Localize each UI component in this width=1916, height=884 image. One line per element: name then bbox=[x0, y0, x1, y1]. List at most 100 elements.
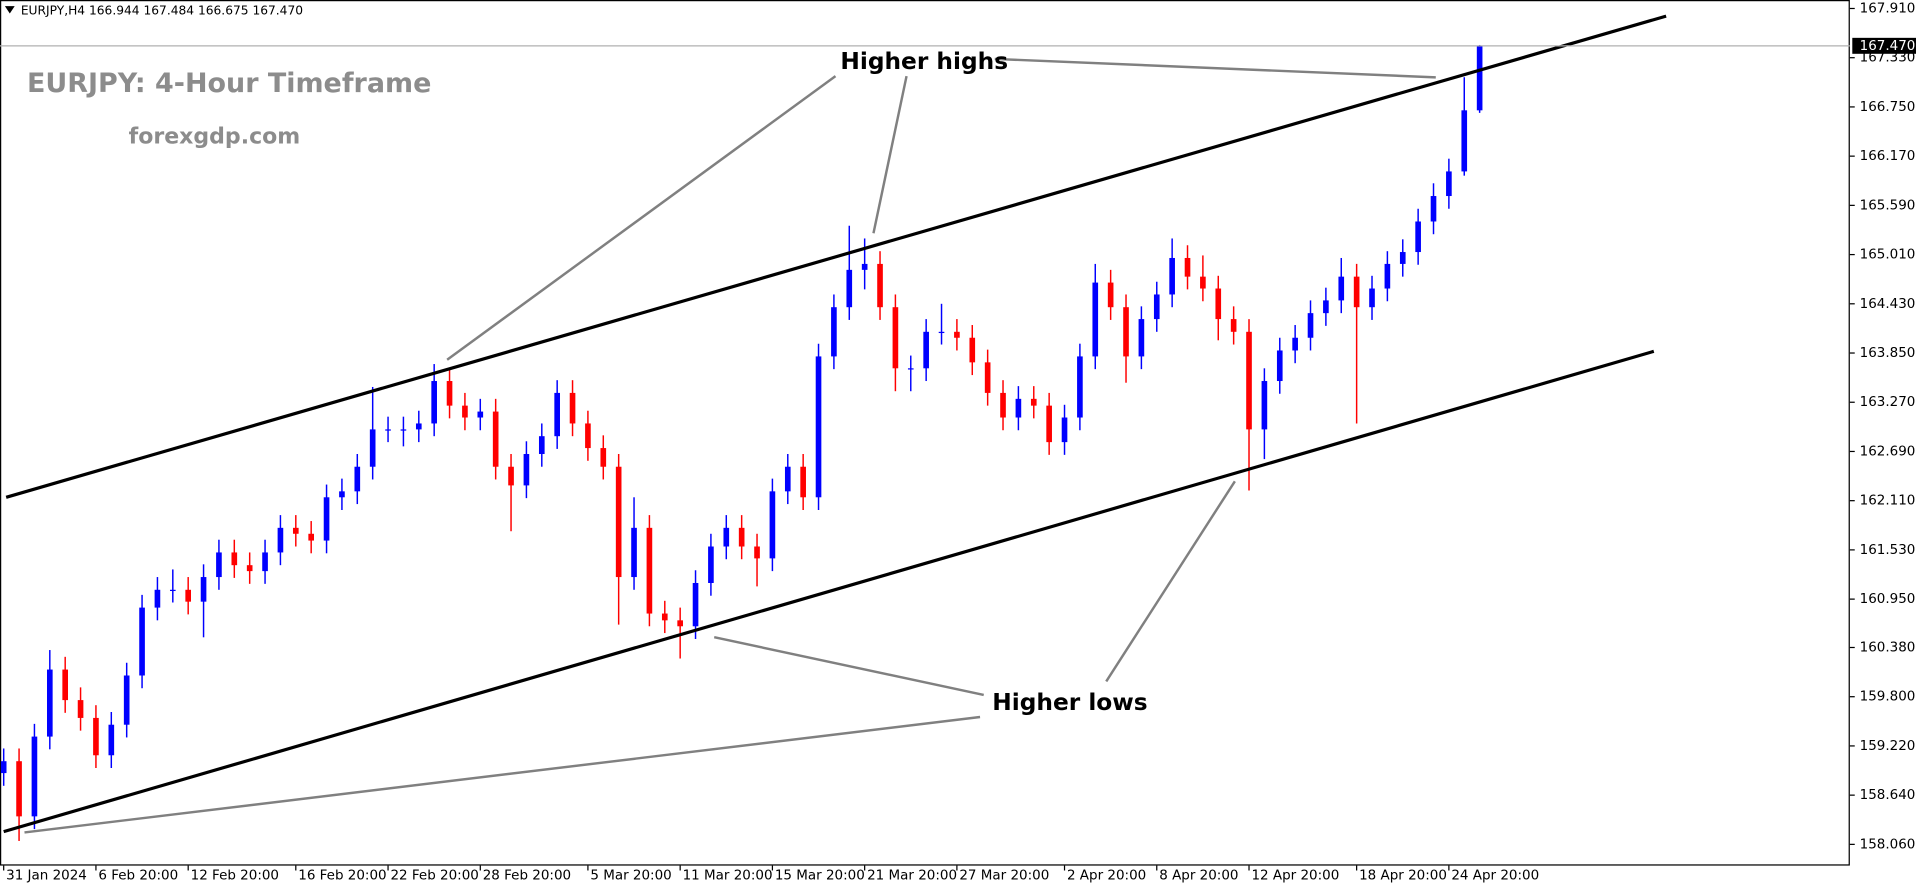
candle-body bbox=[800, 466, 806, 498]
candle-body bbox=[569, 392, 576, 424]
candle-body bbox=[93, 717, 99, 756]
callouts bbox=[24, 57, 1436, 834]
price-label-box bbox=[1852, 37, 1916, 54]
y-tick-label: 166.750 bbox=[1860, 99, 1916, 115]
candle-body bbox=[907, 368, 914, 370]
candle-body bbox=[216, 552, 222, 578]
y-tick-label: 162.110 bbox=[1860, 493, 1916, 509]
candle-body bbox=[400, 429, 407, 431]
callout-line bbox=[713, 636, 984, 697]
plot-area bbox=[0, 14, 1850, 841]
candle-body bbox=[877, 263, 883, 308]
x-tick-label: 12 Apr 20:00 bbox=[1251, 867, 1339, 883]
candle-body bbox=[1046, 405, 1052, 443]
chart-title: EURJPY: 4-Hour Timeframe bbox=[27, 68, 431, 99]
y-tick-label: 163.270 bbox=[1860, 394, 1916, 410]
callout-line bbox=[446, 75, 837, 361]
callout-line bbox=[872, 75, 908, 234]
y-tick-label: 161.530 bbox=[1860, 542, 1916, 558]
annotation: Higher lows bbox=[992, 689, 1147, 716]
candle-body bbox=[969, 337, 976, 363]
candle-body bbox=[292, 527, 299, 534]
candle-body bbox=[262, 552, 268, 572]
y-tick-label: 166.170 bbox=[1860, 148, 1916, 164]
plot-border bbox=[0, 0, 1850, 866]
menu-arrow[interactable] bbox=[4, 6, 15, 14]
candle-body bbox=[1215, 288, 1222, 320]
candle-body bbox=[1415, 221, 1421, 253]
candle-body bbox=[1030, 398, 1037, 406]
candle-body bbox=[1430, 196, 1437, 222]
candle-body bbox=[1077, 356, 1083, 418]
candle-body bbox=[1446, 171, 1452, 197]
candle-body bbox=[16, 761, 22, 817]
candle-body bbox=[308, 533, 314, 541]
x-tick-label: 11 Mar 20:00 bbox=[683, 867, 773, 883]
candle-body bbox=[1261, 381, 1268, 430]
y-tick-label: 160.950 bbox=[1860, 591, 1916, 607]
candle-body bbox=[523, 454, 530, 486]
candle-body bbox=[1338, 276, 1345, 301]
candle-body bbox=[954, 331, 960, 338]
candle-body bbox=[846, 269, 853, 308]
candle-body bbox=[1200, 276, 1206, 289]
y-tick-label: 158.640 bbox=[1860, 787, 1916, 803]
x-tick-label: 12 Feb 20:00 bbox=[191, 867, 279, 883]
candle-body bbox=[354, 466, 361, 492]
candle-body bbox=[415, 423, 422, 430]
candle-body bbox=[369, 429, 376, 467]
candle-body bbox=[738, 527, 745, 547]
candle-body bbox=[1107, 282, 1114, 308]
candle-body bbox=[1292, 337, 1298, 351]
candle-body bbox=[462, 405, 468, 418]
x-tick-label: 22 Feb 20:00 bbox=[390, 867, 478, 883]
candle-body bbox=[1307, 313, 1314, 338]
x-tick-label: 21 Mar 20:00 bbox=[867, 867, 957, 883]
candle-body bbox=[784, 466, 791, 492]
y-tick-label: 159.220 bbox=[1860, 738, 1916, 754]
candle-body bbox=[615, 466, 622, 578]
candle-body bbox=[1399, 252, 1406, 264]
x-tick-label: 24 Apr 20:00 bbox=[1451, 867, 1539, 883]
candle-body bbox=[1369, 288, 1375, 308]
candle-body bbox=[77, 700, 84, 718]
candle-body bbox=[154, 589, 161, 608]
x-tick-label: 27 Mar 20:00 bbox=[959, 867, 1049, 883]
chart-subtitle: forexgdp.com bbox=[129, 124, 301, 149]
candle-body bbox=[385, 429, 391, 431]
callout-line bbox=[24, 715, 981, 834]
candle-body bbox=[277, 527, 284, 553]
candle-body bbox=[431, 381, 437, 424]
candle-body bbox=[446, 381, 453, 406]
candle-body bbox=[1461, 110, 1468, 172]
candle-body bbox=[231, 552, 238, 566]
candle-body bbox=[139, 607, 145, 676]
candle-body bbox=[554, 392, 560, 437]
callout-line bbox=[994, 57, 1436, 79]
x-tick-label: 28 Feb 20:00 bbox=[483, 867, 571, 883]
candle-body bbox=[692, 582, 699, 627]
candle-body bbox=[185, 589, 192, 602]
candle-body bbox=[169, 589, 176, 592]
candle-body bbox=[492, 411, 499, 467]
y-tick-label: 159.800 bbox=[1860, 689, 1916, 705]
candle-body bbox=[646, 527, 653, 614]
candle-body bbox=[600, 448, 607, 467]
y-tick-label: 164.430 bbox=[1860, 296, 1916, 312]
price-label: 167.470 bbox=[1860, 38, 1916, 54]
candle-body bbox=[1123, 307, 1129, 357]
y-tick-label: 165.590 bbox=[1860, 197, 1916, 213]
candle-body bbox=[769, 491, 776, 559]
candle-body bbox=[200, 577, 207, 602]
candle-body bbox=[123, 675, 130, 725]
candle-body bbox=[1153, 294, 1160, 320]
candle-body bbox=[1276, 350, 1283, 382]
candle-body bbox=[1353, 276, 1360, 308]
candle-body bbox=[538, 436, 545, 455]
candle-body bbox=[984, 362, 991, 393]
trendline bbox=[3, 349, 1655, 834]
x-tick-label: 18 Apr 20:00 bbox=[1359, 867, 1447, 883]
